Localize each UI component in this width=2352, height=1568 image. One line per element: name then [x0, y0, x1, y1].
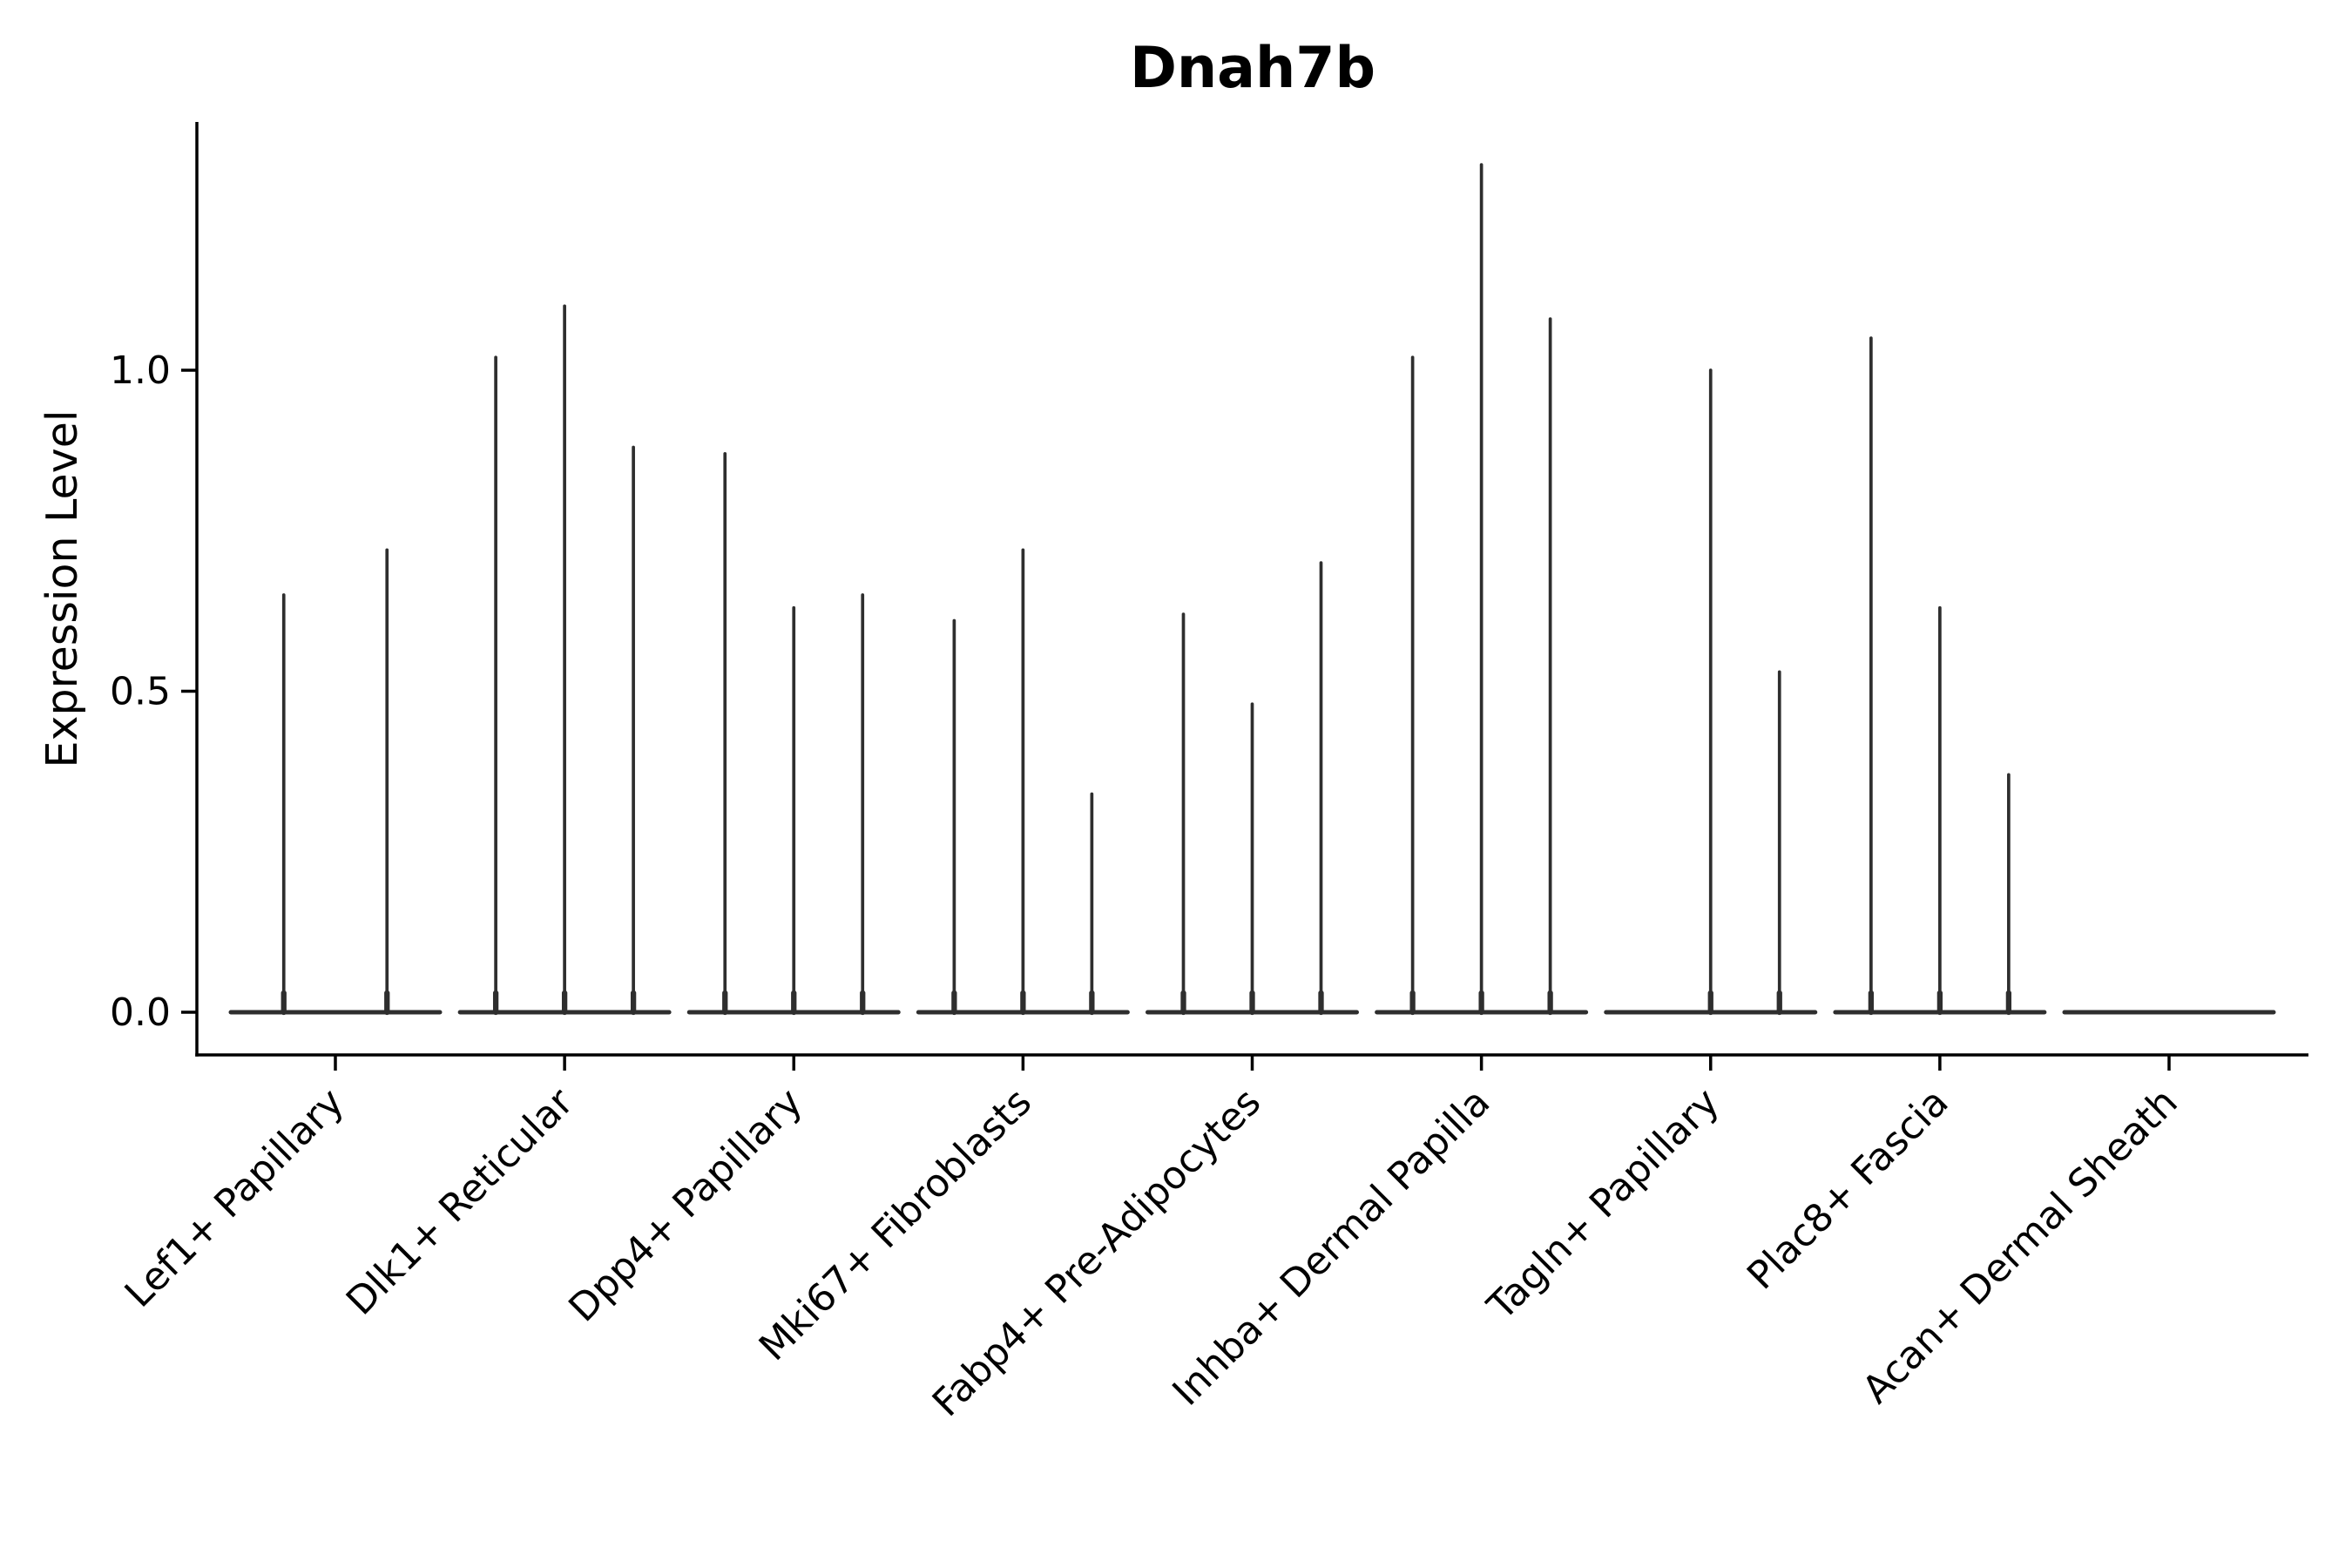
violin-group: [1833, 336, 2047, 1016]
x-tick-label: Tagln+ Papillary: [1478, 1080, 1727, 1329]
x-tick-label: Lef1+ Papillary: [117, 1080, 353, 1316]
y-tick-label: 1.0: [110, 348, 171, 393]
violin-group: [1146, 561, 1359, 1016]
violin-group: [228, 548, 443, 1016]
violin-group: [686, 451, 901, 1016]
violin-group: [916, 548, 1130, 1016]
y-tick-label: 0.5: [110, 670, 171, 714]
x-tick-label: Dpp4+ Papillary: [560, 1080, 811, 1331]
violin-group: [1604, 368, 1818, 1016]
x-tick-label: Dlk1+ Reticular: [338, 1079, 583, 1324]
violin-group: [457, 304, 672, 1016]
chart-title: Dnah7b: [1130, 36, 1375, 101]
y-axis-label: Expression Level: [37, 410, 87, 768]
x-tick-label: Plac8+ Fascia: [1739, 1080, 1957, 1299]
violin-group: [1375, 163, 1589, 1016]
y-tick-label: 0.0: [110, 990, 171, 1035]
